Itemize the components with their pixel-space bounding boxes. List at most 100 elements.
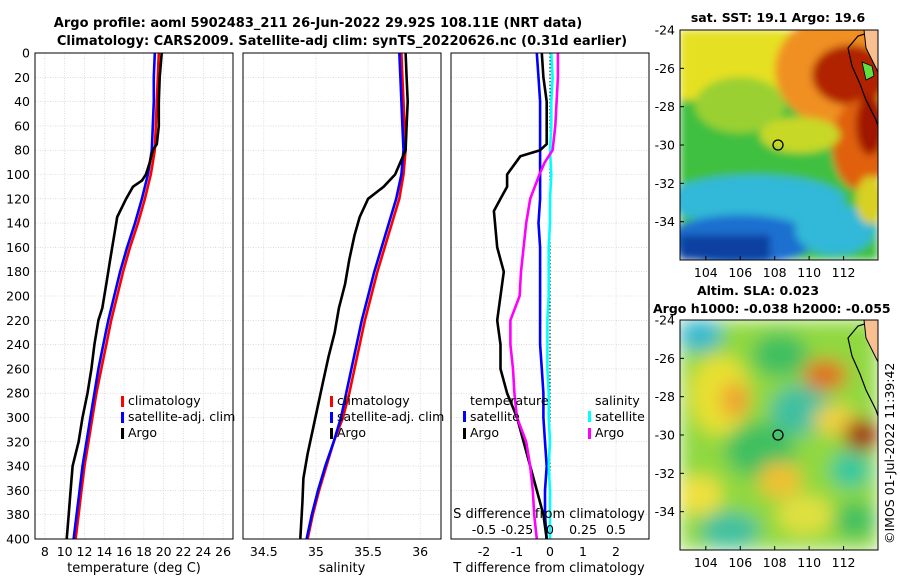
legend-satellite-label: satellite-adj. clim: [337, 409, 444, 424]
temperature-tick-labels: 8 10 12 14 16 18 20 22 24 26: [41, 544, 231, 559]
x-tick-label: 12: [77, 544, 93, 559]
sla-map-subtitle: Argo h1000: -0.038 h2000: -0.055: [653, 301, 891, 316]
legend-temperature-title: temperature: [470, 393, 549, 408]
series-line-argo: [299, 52, 410, 540]
sst-map-title: sat. SST: 19.1 Argo: 19.6: [691, 10, 866, 25]
legend-s-argo-label: Argo: [595, 425, 624, 440]
series-line-satellite-adj-clim: [305, 52, 405, 540]
x-tick-label: -2: [478, 544, 490, 559]
depth-tick-label: 240: [6, 337, 30, 352]
depth-tick-label: 200: [6, 289, 30, 304]
depth-tick-label: 180: [6, 264, 30, 279]
map-x-tick-label: 108: [763, 265, 787, 280]
salinity-lines: [299, 52, 410, 540]
map-x-tick-label: 106: [728, 555, 752, 570]
sla-field: [680, 320, 878, 550]
map-x-tick-label: 108: [763, 555, 787, 570]
s-tick-label: -0.5: [472, 522, 496, 537]
depth-tick-label: 220: [6, 313, 30, 328]
salinity-panel: 34.5 35 35.5 36 salinity climatology satell…: [242, 52, 444, 576]
sla-float-marker: [772, 429, 784, 441]
legend-satellite-swatch: [121, 412, 124, 423]
s-tick-label: 0.25: [569, 522, 597, 537]
salinity-legend: climatology satellite-adj. clim Argo: [330, 393, 444, 440]
salinity-tick-labels: 34.5 35 35.5 36: [250, 544, 428, 559]
map-y-tick-label: -28: [655, 389, 675, 404]
map-y-tick-label: -24: [655, 313, 675, 328]
map-x-tick-label: 106: [728, 265, 752, 280]
map-y-tick-label: -30: [655, 138, 675, 153]
map-x-tick-label: 112: [832, 265, 856, 280]
legend-argo-label: Argo: [337, 425, 366, 440]
sst-float-marker: [772, 139, 784, 151]
depth-tick-label: 40: [14, 94, 30, 109]
depth-tick-label: 100: [6, 167, 30, 182]
x-tick-label: 36: [412, 544, 428, 559]
land: [863, 30, 878, 73]
x-tick-label: 24: [195, 544, 211, 559]
map-y-tick-label: -24: [655, 23, 675, 38]
legend-argo-swatch: [330, 428, 333, 439]
difference-lines: [492, 52, 560, 540]
difference-legend: temperature satellite Argo salinity sate…: [463, 393, 645, 440]
figure-title-line1: Argo profile: aoml 5902483_211 26-Jun-20…: [54, 16, 582, 31]
x-tick-label: 2: [612, 544, 620, 559]
s-difference-tick-labels: -0.5 -0.25 0 0.25 0.5: [472, 522, 626, 537]
depth-tick-labels: 0 20 40 60 80 100 120 140 160 180 200 220 240 260 280 3…: [6, 46, 30, 547]
legend-climatology-label: climatology: [337, 393, 410, 408]
depth-tick-label: 400: [6, 532, 30, 547]
coastline: [847, 30, 878, 128]
depth-tick-label: 360: [6, 483, 30, 498]
map-y-tick-label: -32: [655, 176, 675, 191]
map-x-tick-label: 104: [694, 555, 718, 570]
legend-s-satellite-swatch: [588, 411, 591, 422]
legend-t-satellite-label: satellite: [470, 409, 520, 424]
depth-tick-label: 340: [6, 459, 30, 474]
sla-map-title: Altim. SLA: 0.023: [697, 283, 819, 298]
depth-tick-label: 20: [14, 70, 30, 85]
map-y-tick-label: -34: [655, 504, 675, 519]
series-line-salinity-argo: [509, 53, 560, 540]
legend-salinity-title: salinity: [595, 393, 640, 408]
s-tick-label: 0.5: [606, 522, 626, 537]
x-tick-label: 22: [176, 544, 192, 559]
x-tick-label: 10: [57, 544, 73, 559]
difference-panel: -2 -1 0 1 2 -0.5 -0.25 0 0.25 0.5 S difference f…: [450, 52, 650, 576]
t-difference-tick-labels: -2 -1 0 1 2: [478, 544, 620, 559]
s-tick-label: -0.25: [501, 522, 533, 537]
legend-t-satellite-swatch: [463, 411, 466, 422]
depth-tick-label: 120: [6, 191, 30, 206]
s-difference-label: S difference from climatology: [453, 507, 645, 522]
depth-tick-label: 280: [6, 386, 30, 401]
imos-credit: ©IMOS 01-Jul-2022 11:39:42: [882, 363, 897, 544]
legend-satellite-label: satellite-adj. clim: [128, 409, 235, 424]
x-tick-label: 16: [116, 544, 132, 559]
legend-t-argo-swatch: [463, 428, 466, 439]
x-tick-label: 34.5: [250, 544, 278, 559]
sst-field: [680, 30, 878, 260]
temperature-grid: [35, 53, 233, 539]
map-y-tick-label: -32: [655, 466, 675, 481]
sst-map-panel: sat. SST: 19.1 Argo: 19.6: [655, 10, 879, 280]
legend-s-argo-swatch: [588, 428, 591, 439]
series-line-salinity-satellite: [546, 52, 554, 539]
legend-s-satellite-label: satellite: [595, 409, 645, 424]
depth-tick-label: 80: [14, 143, 30, 158]
map-x-tick-label: 110: [797, 265, 821, 280]
temperature-lines: [65, 52, 163, 540]
map-y-tick-label: -26: [655, 351, 675, 366]
temperature-legend: climatology satellite-adj. clim Argo: [121, 393, 235, 440]
legend-climatology-swatch: [330, 396, 333, 407]
legend-climatology-swatch: [121, 396, 124, 407]
depth-tick-label: 380: [6, 507, 30, 522]
depth-tick-label: 320: [6, 434, 30, 449]
x-tick-label: 0: [546, 544, 554, 559]
map-y-tick-label: -28: [655, 99, 675, 114]
temperature-axes-box: [34, 52, 234, 540]
salinity-xlabel: salinity: [319, 561, 366, 576]
depth-tick-label: 260: [6, 361, 30, 376]
coastline-2: [847, 320, 878, 418]
map-y-tick-label: -30: [655, 428, 675, 443]
x-tick-label: 35: [308, 544, 324, 559]
